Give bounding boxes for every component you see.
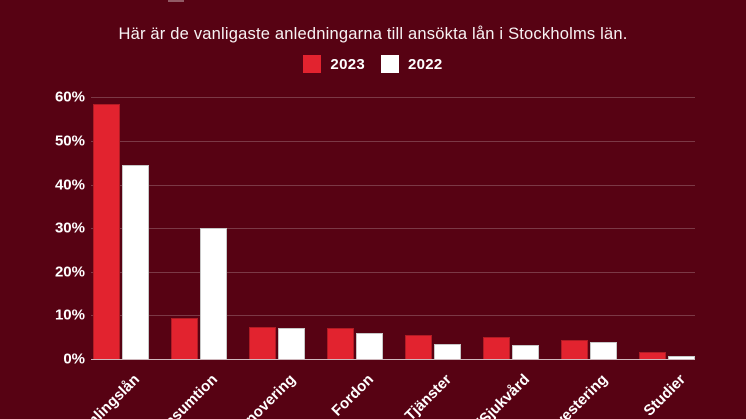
legend-item-2023: 2023 (303, 55, 365, 73)
y-tick-label-40%: 40% (54, 176, 85, 194)
gridline-20% (91, 271, 695, 273)
bar-2022-Studier (668, 356, 695, 359)
bar-2022-Renovering (278, 328, 305, 359)
y-tick-label-0%: 0% (63, 350, 85, 368)
gridline-30% (91, 228, 695, 230)
y-tick-label-10%: 10% (54, 306, 85, 324)
bar-2023-Fordon (327, 328, 354, 359)
gridline-60% (91, 97, 695, 99)
y-tick-label-20%: 20% (54, 263, 85, 281)
bar-2023-Studier (639, 352, 666, 359)
legend-label-2022: 2022 (408, 55, 443, 73)
bar-2022-Konsumtion (200, 228, 227, 359)
y-tick-label-50%: 50% (54, 132, 85, 150)
bar-2022-Samlingslån (122, 165, 149, 359)
chart-legend: 2023 2022 (0, 55, 746, 73)
legend-swatch-2023-icon (303, 55, 322, 73)
bar-2022-Hälsa/Sjukvård (512, 345, 539, 359)
gridline-50% (91, 141, 695, 142)
gridline-40% (91, 184, 695, 186)
bar-2023-Investering (561, 340, 588, 359)
bar-2023-Konsumtion (171, 318, 198, 359)
cropped-title-remnant (168, 0, 184, 2)
legend-item-2022: 2022 (381, 55, 443, 73)
chart-subtitle: Här är de vanligaste anledningarna till … (118, 25, 628, 43)
legend-label-2023: 2023 (330, 55, 365, 73)
bar-2022-Investering (590, 342, 617, 359)
bar-2023-Renovering (249, 327, 276, 359)
bar-2022-Tjänster (434, 344, 461, 359)
x-tick-label-Samlingslån: Samlingslån (68, 371, 144, 419)
bar-2023-Tjänster (405, 335, 432, 359)
x-axis-line (91, 359, 695, 360)
bar-2022-Fordon (356, 333, 383, 359)
y-tick-label-60%: 60% (54, 88, 85, 106)
y-tick-label-30%: 30% (54, 219, 85, 237)
bar-2023-Samlingslån (93, 104, 120, 359)
gridline-10% (91, 315, 695, 317)
legend-swatch-2022-icon (381, 55, 399, 73)
bar-2023-Hälsa/Sjukvård (483, 337, 510, 359)
